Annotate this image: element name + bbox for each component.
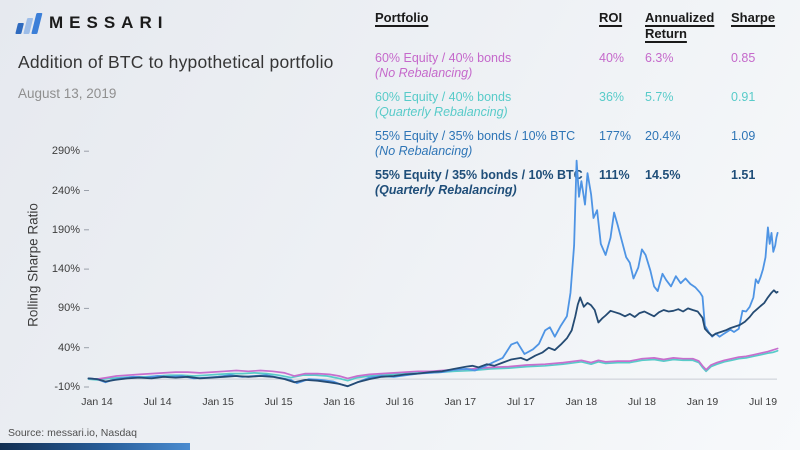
x-tick-label: Jan 19: [686, 396, 719, 408]
col-header-roi: ROI: [599, 10, 623, 25]
table-row-name: 55% Equity / 35% bonds / 10% BTC (Quarter…: [375, 167, 583, 197]
messari-brand: MESSARI: [15, 12, 169, 34]
y-tick-label: 290%: [51, 145, 80, 158]
x-tick-label: Jan 17: [444, 396, 477, 408]
x-tick-label: Jul 18: [627, 396, 656, 408]
table-row-roi: 111%: [599, 167, 630, 182]
table-row-roi: 40%: [599, 50, 625, 65]
table-row-roi: 36%: [599, 89, 625, 104]
table-row-name: 60% Equity / 40% bonds (Quarterly Rebalan…: [375, 89, 512, 119]
x-tick-label: Jan 14: [81, 396, 113, 408]
footer-accent-bar: [0, 443, 190, 450]
x-tick-label: Jul 14: [143, 396, 172, 408]
table-row-sharpe: 0.91: [731, 89, 756, 104]
table-row-roi: 177%: [599, 128, 631, 143]
x-tick-label: Jul 19: [749, 396, 778, 408]
table-row-sharpe: 0.85: [731, 50, 756, 65]
x-tick-label: Jan 18: [565, 396, 598, 408]
y-tick-label: 40%: [57, 341, 80, 354]
table-row-sharpe: 1.09: [731, 128, 756, 143]
y-tick-label: 240%: [51, 184, 80, 197]
page-date: August 13, 2019: [18, 86, 117, 101]
series-line: [87, 289, 779, 388]
col-header-sharpe: Sharpe: [731, 10, 776, 25]
x-tick-label: Jul 16: [385, 396, 414, 408]
x-tick-label: Jul 15: [264, 396, 293, 408]
source-note: Source: messari.io, Nasdaq: [8, 427, 137, 439]
y-tick-label: 90%: [57, 302, 80, 315]
y-tick-label: 190%: [51, 223, 80, 236]
table-row-name: 55% Equity / 35% bonds / 10% BTC (No Reba…: [375, 128, 576, 158]
table-row-name: 60% Equity / 40% bonds (No Rebalancing): [375, 50, 512, 80]
series-line: [87, 347, 779, 380]
portfolio-stats-table: Portfolio ROI Annualized Return Sharpe 6…: [375, 10, 793, 207]
x-tick-label: Jul 17: [506, 396, 535, 408]
table-row-annualized: 6.3%: [645, 50, 674, 65]
y-tick-label: 140%: [51, 263, 80, 276]
brand-name: MESSARI: [49, 13, 169, 32]
series-line: [87, 349, 779, 382]
x-tick-label: Jan 15: [202, 396, 234, 408]
table-row-annualized: 20.4%: [645, 128, 681, 143]
table-row-annualized: 5.7%: [645, 89, 674, 104]
y-tick-label: -10%: [54, 381, 80, 393]
page-title: Addition of BTC to hypothetical portfoli…: [18, 52, 334, 72]
series-line: [87, 159, 779, 388]
table-row-sharpe: 1.51: [731, 167, 756, 182]
table-row-annualized: 14.5%: [645, 167, 681, 182]
col-header-portfolio: Portfolio: [375, 10, 429, 25]
x-tick-label: Jan 16: [323, 396, 355, 408]
col-header-annualized: Annualized Return: [645, 10, 715, 42]
